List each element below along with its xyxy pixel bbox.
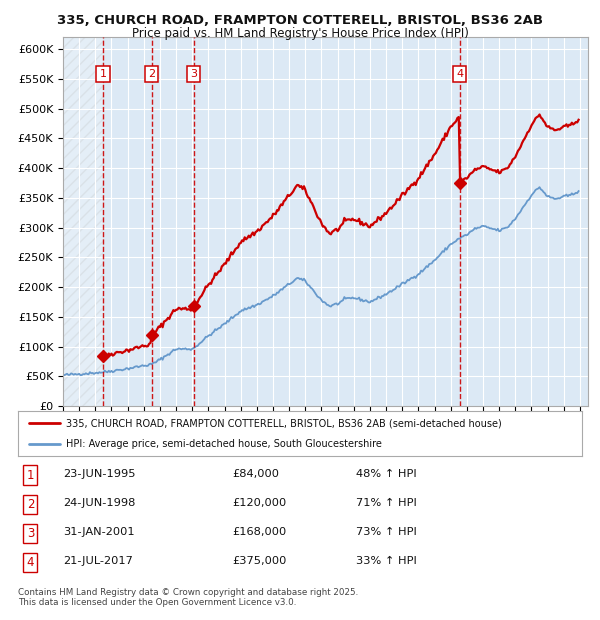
Text: HPI: Average price, semi-detached house, South Gloucestershire: HPI: Average price, semi-detached house,… (66, 438, 382, 449)
Text: 48% ↑ HPI: 48% ↑ HPI (356, 469, 417, 479)
Text: Price paid vs. HM Land Registry's House Price Index (HPI): Price paid vs. HM Land Registry's House … (131, 27, 469, 40)
Text: 23-JUN-1995: 23-JUN-1995 (63, 469, 136, 479)
Text: 33% ↑ HPI: 33% ↑ HPI (356, 556, 417, 566)
Text: 3: 3 (190, 69, 197, 79)
Text: 24-JUN-1998: 24-JUN-1998 (63, 498, 136, 508)
Text: 31-JAN-2001: 31-JAN-2001 (63, 527, 135, 537)
Text: £84,000: £84,000 (232, 469, 280, 479)
Text: £375,000: £375,000 (232, 556, 287, 566)
Text: 21-JUL-2017: 21-JUL-2017 (63, 556, 133, 566)
Bar (63, 37, 103, 406)
Text: 335, CHURCH ROAD, FRAMPTON COTTERELL, BRISTOL, BS36 2AB (semi-detached house): 335, CHURCH ROAD, FRAMPTON COTTERELL, BR… (66, 418, 502, 428)
Text: 2: 2 (148, 69, 155, 79)
Text: £168,000: £168,000 (232, 527, 287, 537)
Text: 335, CHURCH ROAD, FRAMPTON COTTERELL, BRISTOL, BS36 2AB: 335, CHURCH ROAD, FRAMPTON COTTERELL, BR… (57, 14, 543, 27)
Text: 71% ↑ HPI: 71% ↑ HPI (356, 498, 417, 508)
Text: 1: 1 (100, 69, 106, 79)
Text: 1: 1 (26, 469, 34, 482)
Text: 3: 3 (27, 527, 34, 540)
Text: Contains HM Land Registry data © Crown copyright and database right 2025.
This d: Contains HM Land Registry data © Crown c… (18, 588, 358, 607)
Text: 4: 4 (456, 69, 463, 79)
Text: £120,000: £120,000 (232, 498, 287, 508)
Text: 4: 4 (26, 556, 34, 569)
Text: 73% ↑ HPI: 73% ↑ HPI (356, 527, 417, 537)
Text: 2: 2 (26, 498, 34, 511)
